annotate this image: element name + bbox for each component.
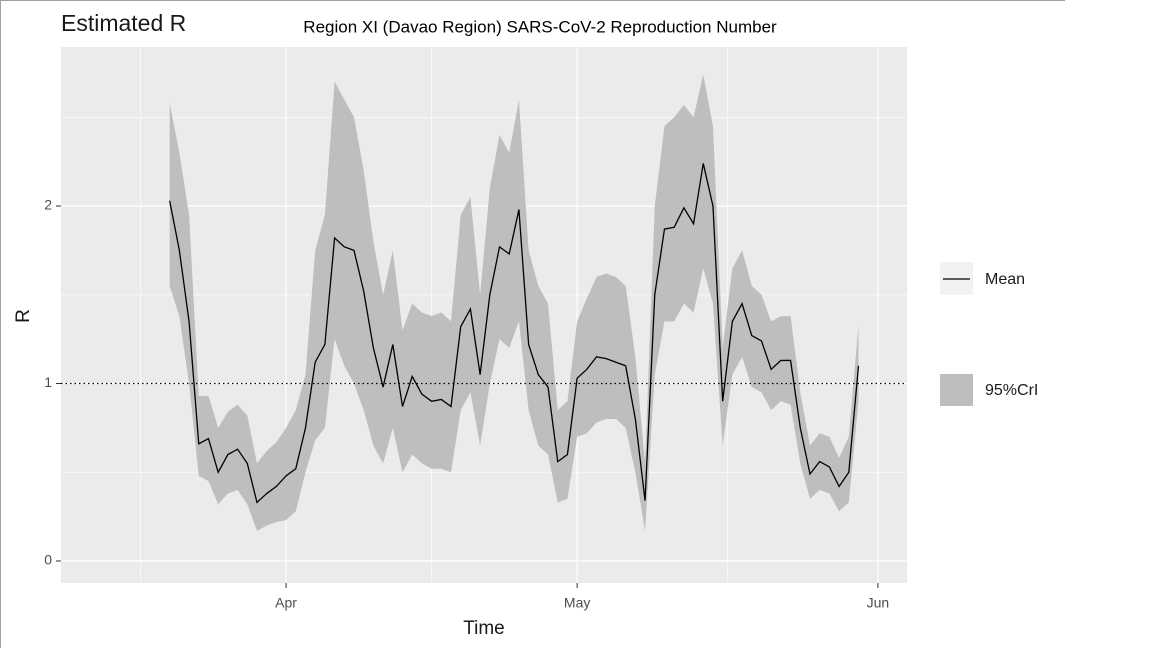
chart-title: Estimated R [61,10,186,36]
y-tick-label: 1 [44,374,52,390]
y-axis-label: R [13,309,34,323]
x-axis-label: Time [463,618,505,639]
credible-band [169,74,859,531]
mean-line [169,163,860,504]
legend-label: 95%CrI [985,382,1038,399]
legend-label: Mean [985,271,1025,288]
x-tick-label: May [564,595,590,611]
x-tick-label: Jun [867,595,890,611]
y-tick-label: 0 [44,552,52,568]
legend-key-band [940,374,973,406]
chart-subtitle: Region XI (Davao Region) SARS-CoV-2 Repr… [303,17,777,36]
y-tick-label: 2 [44,197,52,213]
x-tick-label: Apr [275,595,297,611]
